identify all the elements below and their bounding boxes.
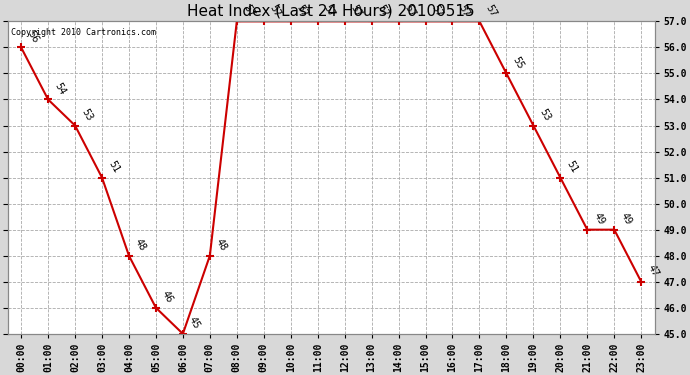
Text: 57: 57 xyxy=(241,3,256,19)
Text: 57: 57 xyxy=(430,3,444,19)
Text: 48: 48 xyxy=(133,237,148,253)
Text: 49: 49 xyxy=(591,211,607,227)
Text: 57: 57 xyxy=(349,3,364,19)
Text: Copyright 2010 Cartronics.com: Copyright 2010 Cartronics.com xyxy=(11,28,156,37)
Text: 49: 49 xyxy=(618,211,633,227)
Text: 48: 48 xyxy=(214,237,229,253)
Text: 57: 57 xyxy=(322,3,337,19)
Text: 57: 57 xyxy=(457,3,471,19)
Text: 45: 45 xyxy=(187,315,202,331)
Text: 51: 51 xyxy=(564,159,580,175)
Text: 57: 57 xyxy=(484,3,499,19)
Text: 53: 53 xyxy=(538,107,553,123)
Text: 47: 47 xyxy=(645,263,660,279)
Text: 57: 57 xyxy=(295,3,310,19)
Title: Heat Index (Last 24 Hours) 20100515: Heat Index (Last 24 Hours) 20100515 xyxy=(188,4,475,19)
Text: 56: 56 xyxy=(26,29,40,45)
Text: 55: 55 xyxy=(511,55,526,70)
Text: 54: 54 xyxy=(52,81,67,97)
Text: 57: 57 xyxy=(376,3,391,19)
Text: 57: 57 xyxy=(403,3,417,19)
Text: 57: 57 xyxy=(268,3,283,19)
Text: 53: 53 xyxy=(79,107,94,123)
Text: 51: 51 xyxy=(106,159,121,175)
Text: 46: 46 xyxy=(160,290,175,305)
